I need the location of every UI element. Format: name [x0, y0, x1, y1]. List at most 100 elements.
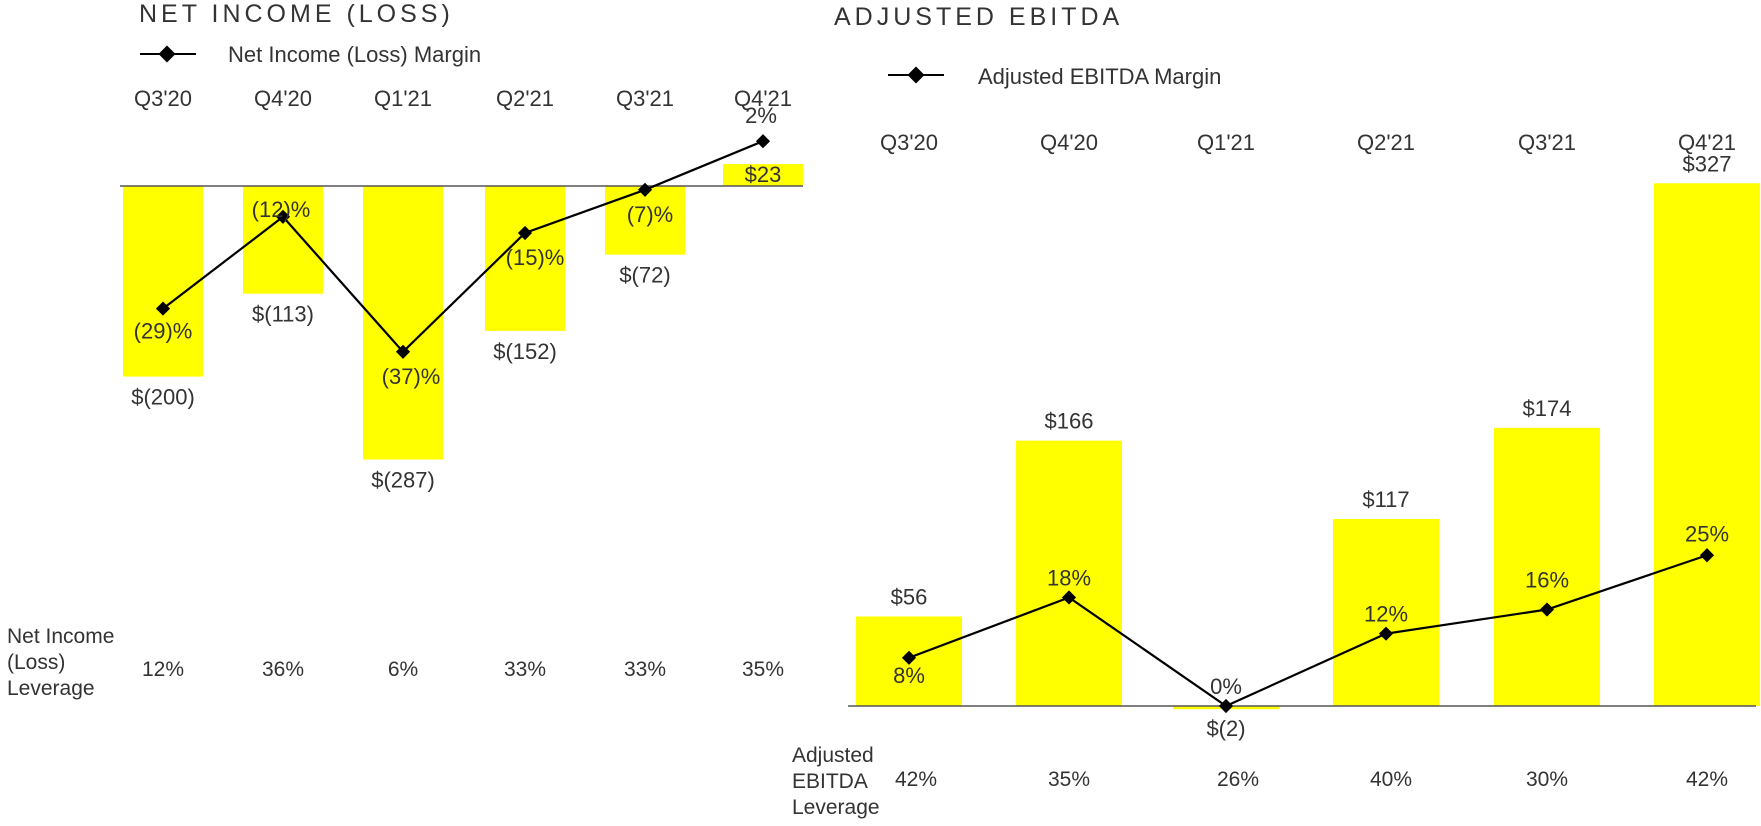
footer-label-line-3: Leverage [792, 796, 880, 819]
margin-point-marker [1218, 698, 1234, 714]
category-label: Q1'21 [374, 86, 432, 111]
leverage-value: 33% [624, 658, 666, 681]
value-label: $(200) [131, 385, 195, 410]
value-label: $174 [1523, 396, 1572, 421]
leverage-value: 35% [1048, 768, 1090, 791]
margin-line [155, 134, 771, 359]
footer-label-line-3: Leverage [7, 677, 95, 700]
margin-label: (12)% [252, 197, 311, 222]
margin-point-marker [901, 650, 917, 665]
category-label: Q3'21 [1518, 130, 1576, 155]
bar [363, 186, 443, 460]
category-labels: Q3'20 Q4'20 Q1'21 Q2'21 Q3'21 Q4'21 [134, 86, 792, 111]
value-label: $(2) [1206, 716, 1245, 741]
margin-label: 0% [1210, 674, 1242, 699]
value-label: $327 [1683, 151, 1732, 176]
bar [723, 164, 803, 186]
value-labels: $56 $166 $(2) $117 $174 $327 [891, 151, 1732, 741]
value-label: $(72) [619, 263, 670, 288]
margin-point-marker [517, 225, 533, 241]
bar [243, 186, 323, 294]
category-label: Q4'20 [1040, 130, 1098, 155]
category-label: Q4'20 [254, 86, 312, 111]
footer-label-line-2: EBITDA [792, 770, 868, 793]
bars [123, 164, 803, 460]
margin-point-marker [755, 134, 771, 149]
chart-title: NET INCOME (LOSS) [139, 0, 454, 28]
margin-label: (7)% [627, 202, 673, 227]
footer-label: Net Income (Loss) Leverage [7, 625, 114, 700]
margin-series-line [908, 554, 1708, 708]
category-label: Q3'21 [616, 86, 674, 111]
leverage-value: 42% [1686, 768, 1728, 791]
value-label: $56 [891, 584, 928, 609]
bar [1494, 427, 1600, 706]
margin-point-marker [1061, 590, 1077, 605]
margin-point-marker [155, 301, 171, 316]
leverage-value: 30% [1526, 768, 1568, 791]
value-label: $117 [1362, 487, 1409, 512]
margin-label: 8% [893, 663, 925, 688]
margin-label: 18% [1047, 565, 1091, 590]
category-label: Q4'21 [1678, 130, 1736, 155]
leverage-value: 6% [388, 658, 418, 681]
footer-label: Adjusted EBITDA Leverage [792, 744, 880, 819]
legend: Adjusted EBITDA Margin [888, 64, 1221, 89]
margin-point-marker [637, 182, 653, 197]
bar [1654, 183, 1760, 706]
margin-point-marker [275, 209, 291, 224]
leverage-values: 42% 35% 26% 40% 30% 42% [895, 768, 1728, 791]
margin-series-line [162, 140, 764, 354]
leverage-value: 33% [504, 658, 546, 681]
bar [123, 186, 203, 377]
value-labels: $(200) $(113) $(287) $(152) $(72) $23 [131, 162, 781, 493]
category-label: Q3'20 [134, 86, 192, 111]
leverage-value: 42% [895, 768, 937, 791]
margin-point-marker [1699, 548, 1715, 563]
category-labels: Q3'20 Q4'20 Q1'21 Q2'21 Q3'21 Q4'21 [880, 130, 1736, 155]
legend-marker-icon [907, 66, 925, 84]
bar [605, 186, 685, 255]
margin-label: 16% [1525, 568, 1569, 593]
margin-label: 12% [1364, 602, 1408, 627]
margin-point-marker [1539, 602, 1555, 617]
footer-label-line-1: Net Income [7, 625, 114, 648]
adjusted-ebitda-chart: ADJUSTED EBITDA Adjusted EBITDA Margin Q… [792, 3, 1760, 819]
value-label: $(287) [371, 468, 435, 493]
net-income-chart: NET INCOME (LOSS) Net Income (Loss) Marg… [7, 0, 803, 700]
margin-line [901, 548, 1715, 714]
leverage-value: 40% [1370, 768, 1412, 791]
margin-label: (37)% [382, 364, 441, 389]
value-label: $(152) [493, 339, 557, 364]
margin-point-marker [395, 344, 411, 359]
value-label: $23 [745, 162, 782, 187]
margin-label: 25% [1685, 521, 1729, 546]
margin-label: 2% [745, 103, 777, 128]
category-label: Q4'21 [734, 86, 792, 111]
leverage-value: 26% [1217, 768, 1259, 791]
category-label: Q2'21 [1357, 130, 1415, 155]
leverage-values: 12% 36% 6% 33% 33% 35% [142, 658, 784, 681]
margin-point-marker [1378, 626, 1394, 641]
value-label: $166 [1045, 409, 1094, 434]
margin-labels: 8% 18% 0% 12% 16% 25% [893, 521, 1729, 699]
legend-label: Net Income (Loss) Margin [228, 42, 481, 67]
bar [1333, 518, 1439, 706]
legend-marker-icon [158, 45, 176, 63]
margin-labels: (29)% (12)% (37)% (15)% (7)% 2% [134, 103, 777, 389]
leverage-value: 36% [262, 658, 304, 681]
value-label: $(113) [252, 302, 314, 327]
bars [856, 183, 1760, 710]
leverage-value: 12% [142, 658, 184, 681]
category-label: Q3'20 [880, 130, 938, 155]
footer-label-line-2: (Loss) [7, 651, 65, 674]
legend-label: Adjusted EBITDA Margin [978, 64, 1221, 89]
footer-label-line-1: Adjusted [792, 744, 874, 767]
bar [1016, 440, 1122, 706]
leverage-value: 35% [742, 658, 784, 681]
category-label: Q2'21 [496, 86, 554, 111]
chart-title: ADJUSTED EBITDA [834, 3, 1123, 31]
category-label: Q1'21 [1197, 130, 1255, 155]
margin-label: (15)% [506, 245, 565, 270]
